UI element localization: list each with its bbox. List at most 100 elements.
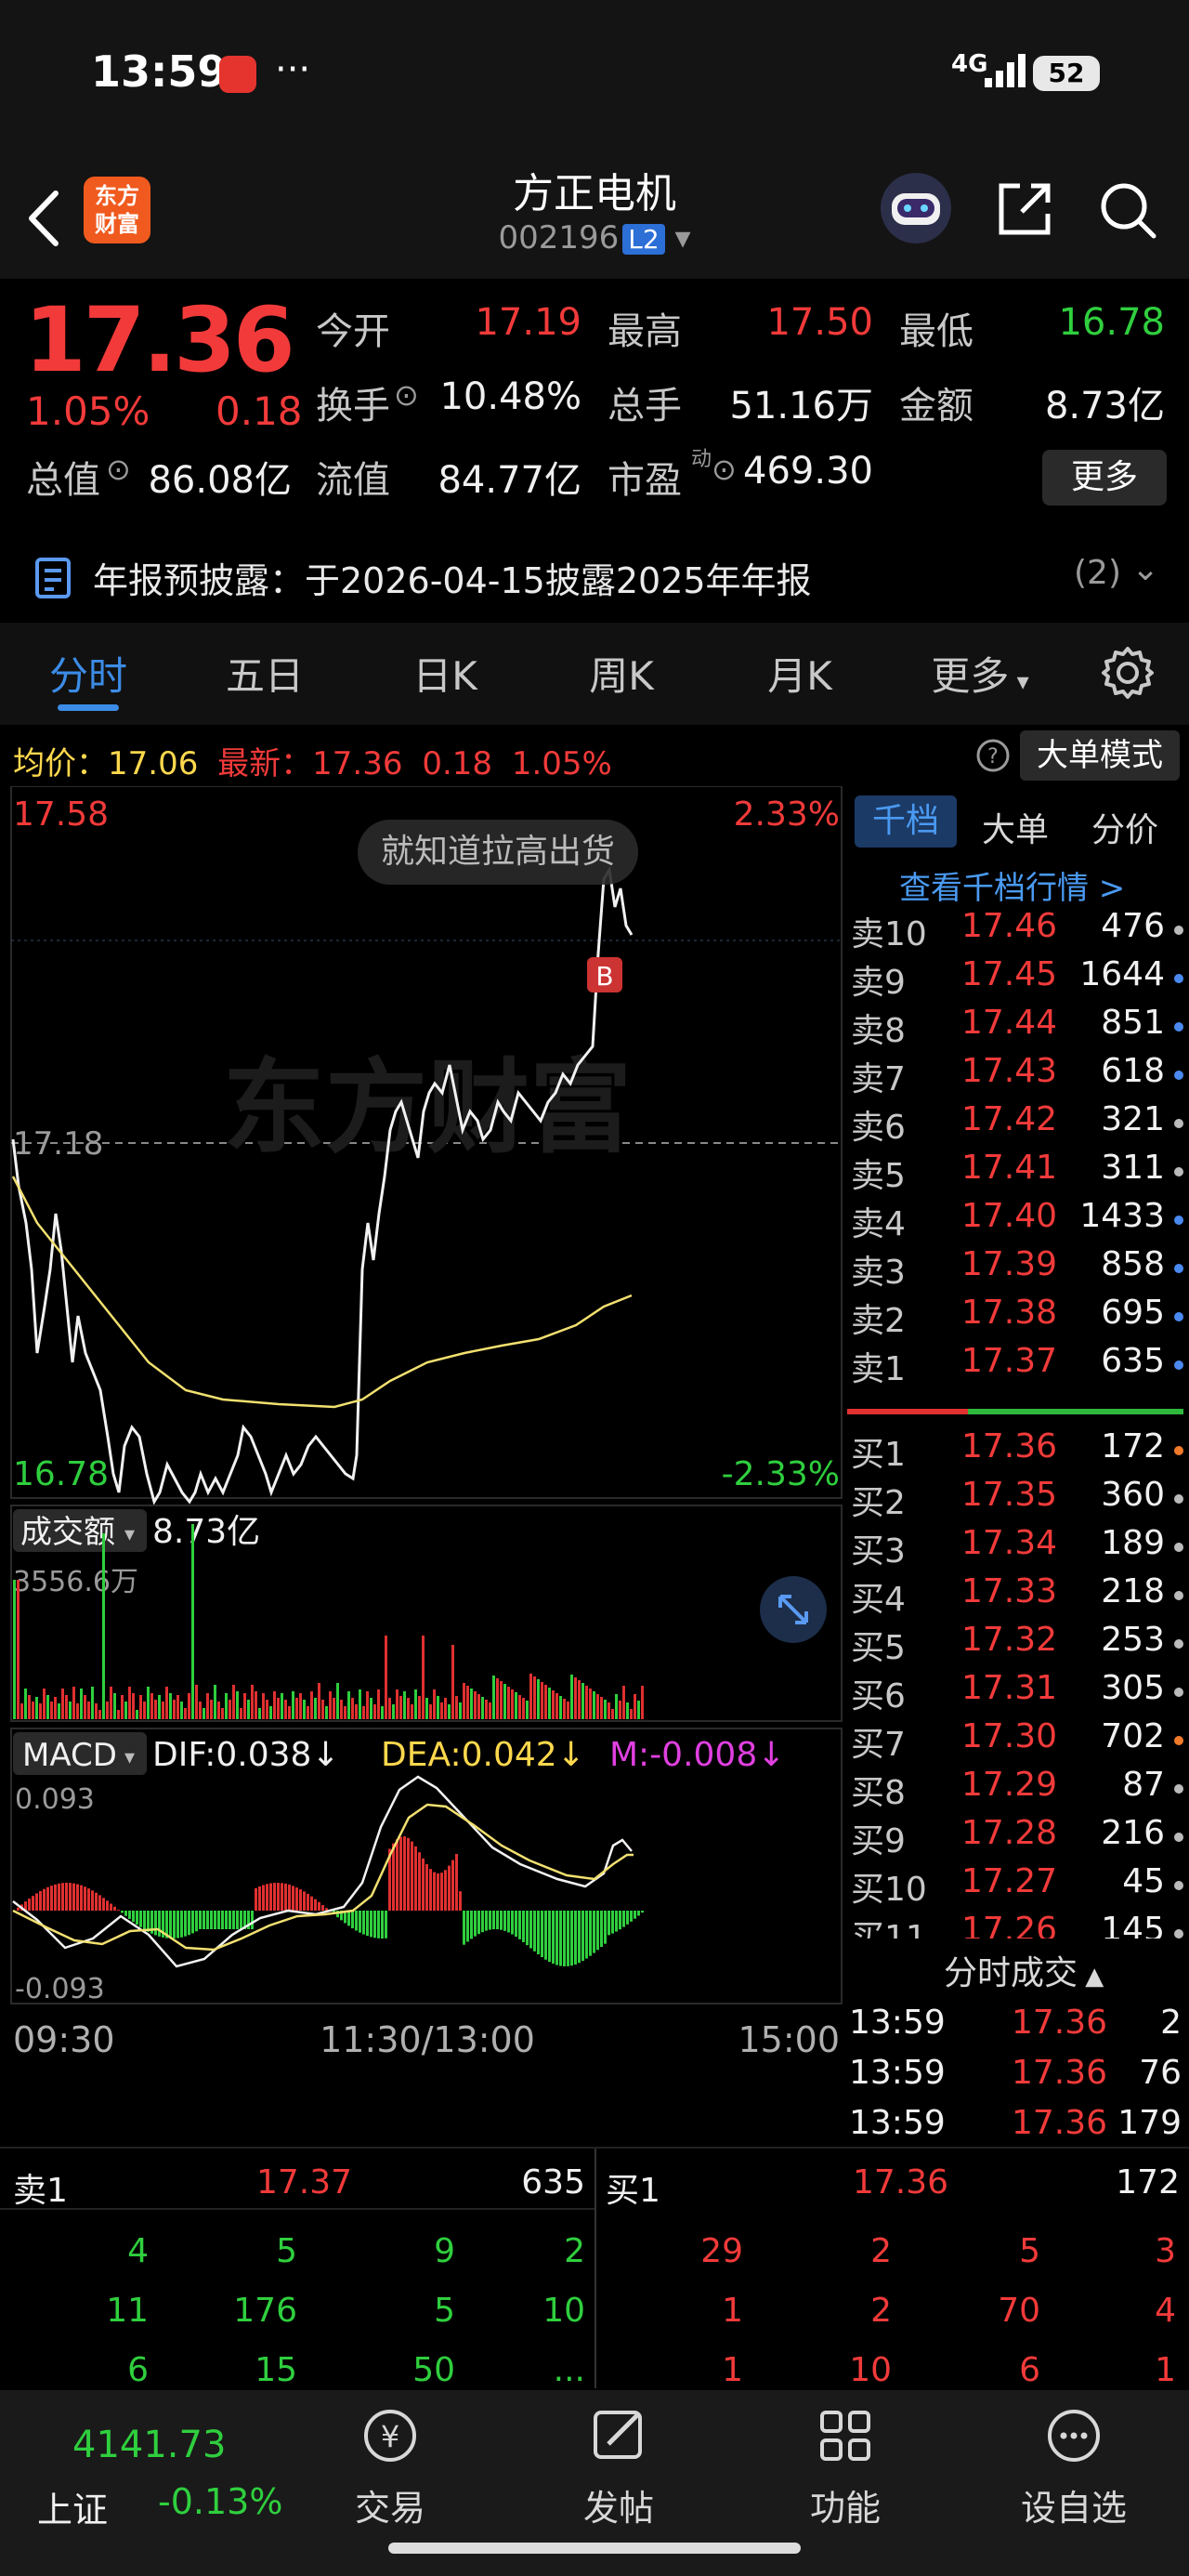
back-arrow-icon[interactable] <box>22 186 69 251</box>
ask-row[interactable]: 卖5 17.41 311 <box>847 1149 1189 1197</box>
ask-row[interactable]: 卖10 17.46 476 <box>847 907 1189 955</box>
order-dot-icon <box>1174 1929 1183 1939</box>
index-ticker[interactable]: 4141.73 上证 -0.13% <box>0 2390 282 2567</box>
nav-functions[interactable]: 功能 <box>752 2403 938 2530</box>
volume-bar <box>477 1694 480 1719</box>
announcement-bar[interactable]: 年报预披露：于2026-04-15披露2025年年报 (2) ⌄ <box>0 532 1189 621</box>
volume-bar <box>162 1702 164 1719</box>
ask-row[interactable]: 卖7 17.43 618 <box>847 1052 1189 1100</box>
volume-bar <box>344 1706 346 1719</box>
open-value: 17.19 <box>475 301 581 344</box>
volume-bar <box>106 1702 109 1719</box>
tab-weekly-k[interactable]: 周K <box>589 653 654 699</box>
macd-bar <box>385 1911 387 1939</box>
ask-row[interactable]: 卖9 17.45 1644 <box>847 955 1189 1004</box>
tick-list-title[interactable]: 分时成交 ▲ <box>944 1954 1104 1992</box>
book-tab-big-order[interactable]: 大单 <box>981 811 1049 849</box>
volume-bar <box>173 1700 176 1719</box>
macd-bar <box>121 1911 124 1913</box>
ask-price: 17.44 <box>960 1004 1057 1042</box>
intraday-chart-svg[interactable]: 东方财富 就知道拉高出货 B 17.58 2.33% 17.18 16.78 -… <box>0 786 847 2147</box>
bid-row[interactable]: 买4 17.33 218 <box>847 1572 1189 1621</box>
buy-queue-order: 1 <box>1155 2351 1176 2389</box>
volume-bar <box>385 1636 387 1719</box>
volume-bar <box>240 1708 242 1719</box>
home-indicator[interactable] <box>388 2543 801 2554</box>
more-quote-button[interactable]: 更多 <box>1042 450 1167 506</box>
bid-row[interactable]: 买5 17.32 253 <box>847 1621 1189 1669</box>
stock-code-selector[interactable]: 002196 L2 ▾ <box>409 219 780 256</box>
search-icon[interactable] <box>1096 178 1159 242</box>
more-circle-icon <box>1048 2410 1100 2462</box>
volume-bar <box>217 1702 220 1719</box>
ask-row[interactable]: 卖2 17.38 695 <box>847 1294 1189 1342</box>
volume-bar <box>303 1700 306 1719</box>
nav-add-watchlist[interactable]: 设自选 <box>981 2403 1167 2530</box>
ask-row[interactable]: 卖4 17.40 1433 <box>847 1197 1189 1245</box>
volume-bar <box>158 1695 161 1719</box>
document-icon <box>35 558 71 598</box>
big-order-mode-button[interactable]: 大单模式 <box>1020 730 1180 781</box>
bid-row[interactable]: 买7 17.30 702 <box>847 1717 1189 1766</box>
bid-row[interactable]: 买3 17.34 189 <box>847 1524 1189 1572</box>
app-notification-icon <box>219 56 256 93</box>
macd-bar <box>388 1848 391 1911</box>
volume-bar <box>392 1704 395 1719</box>
macd-bar <box>336 1911 339 1918</box>
ask-row[interactable]: 卖3 17.39 858 <box>847 1245 1189 1294</box>
book-tab-depth[interactable]: 千档 <box>855 795 957 848</box>
depth-quote-link[interactable]: 查看千档行情 > <box>899 870 1126 907</box>
ask-row[interactable]: 卖6 17.42 321 <box>847 1100 1189 1149</box>
volume-total: 8.73亿 <box>152 1513 260 1551</box>
bid-row[interactable]: 买2 17.35 360 <box>847 1476 1189 1524</box>
ask-row[interactable]: 卖8 17.44 851 <box>847 1004 1189 1052</box>
eastmoney-logo[interactable]: 东方 财富 <box>84 177 150 243</box>
volume-bar <box>440 1702 443 1719</box>
bid-row[interactable]: 买6 17.31 305 <box>847 1669 1189 1717</box>
dif-value: DIF:0.038↓ <box>152 1736 340 1774</box>
macd-bar <box>537 1911 540 1955</box>
volume-bar <box>95 1703 98 1719</box>
grid-icon <box>820 2411 870 2461</box>
volume-bar <box>136 1710 138 1719</box>
buy-queue-order: 3 <box>1155 2232 1176 2270</box>
robot-assistant-icon[interactable] <box>877 169 955 247</box>
tab-more[interactable]: 更多 ▾ <box>931 653 1029 699</box>
macd-bar <box>641 1911 644 1913</box>
sell-queue-order: 50 <box>412 2351 455 2389</box>
settings-gear-icon[interactable] <box>1100 645 1156 701</box>
bid-row[interactable]: 买8 17.29 87 <box>847 1766 1189 1814</box>
tab-five-day[interactable]: 五日 <box>225 653 304 699</box>
info-icon[interactable]: ⊙ <box>712 452 737 487</box>
nav-post[interactable]: 发帖 <box>526 2403 712 2530</box>
bid-row[interactable]: 买10 17.27 45 <box>847 1862 1189 1911</box>
bid-volume: 189 <box>1101 1524 1165 1562</box>
order-dot-icon <box>1174 1167 1183 1176</box>
nav-trade[interactable]: ¥ 交易 <box>297 2403 483 2530</box>
bid-row[interactable]: 买1 17.36 172 <box>847 1427 1189 1476</box>
tab-monthly-k[interactable]: 月K <box>767 653 832 699</box>
info-icon[interactable]: ⊙ <box>394 377 419 413</box>
book-tab-price-level[interactable]: 分价 <box>1091 811 1158 849</box>
info-icon[interactable]: ⊙ <box>106 452 131 487</box>
sell-queue-order: 4 <box>127 2232 149 2270</box>
macd-bar <box>50 1886 53 1911</box>
macd-bar <box>221 1911 224 1929</box>
macd-bar <box>65 1883 68 1911</box>
volume-bar <box>455 1696 458 1719</box>
macd-bar <box>515 1911 517 1938</box>
macd-bar <box>173 1911 176 1939</box>
macd-bar <box>496 1911 499 1930</box>
bid-row[interactable]: 买9 17.28 216 <box>847 1814 1189 1862</box>
network-label: 4G <box>951 50 988 78</box>
tab-daily-k[interactable]: 日K <box>412 653 477 699</box>
sell-queue-order: 5 <box>276 2232 297 2270</box>
volume-bar <box>437 1696 439 1719</box>
ask-level: 卖7 <box>851 1060 906 1098</box>
share-icon[interactable] <box>994 178 1055 240</box>
tab-intraday[interactable]: 分时 <box>48 653 127 699</box>
ask-row[interactable]: 卖1 17.37 635 <box>847 1342 1189 1390</box>
intraday-chart-zone[interactable]: 均价：17.06 最新：17.36 0.18 1.05% 东方财富 就知道拉高出… <box>0 725 847 2147</box>
help-icon[interactable]: ? <box>975 738 1011 773</box>
volume-bar <box>366 1691 369 1719</box>
